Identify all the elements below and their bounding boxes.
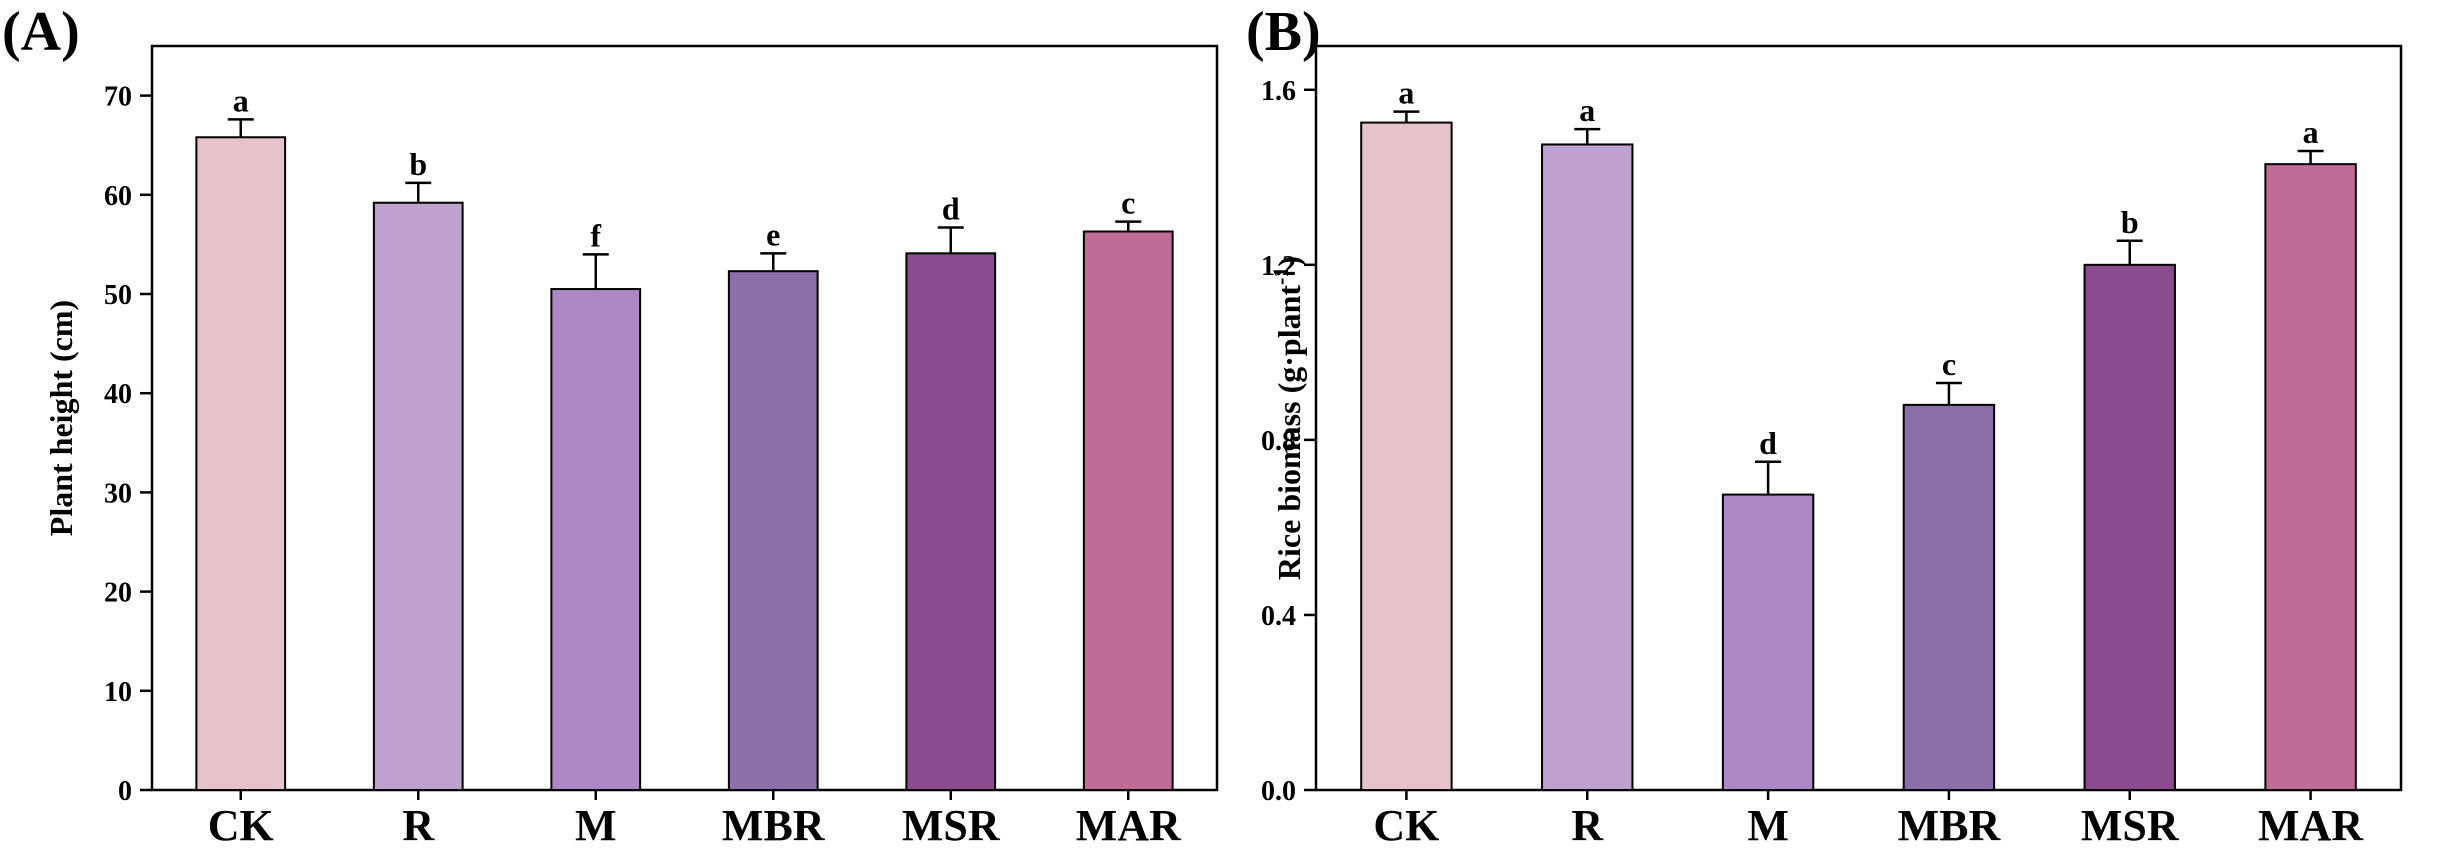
x-tick-label: M <box>1747 801 1789 850</box>
y-tick-label: 1.6 <box>1261 76 1296 107</box>
bar-ck <box>1360 121 1453 791</box>
bar-m <box>550 288 642 791</box>
y-tick-label: 10 <box>104 677 132 708</box>
y-tick-label: 0.0 <box>1261 776 1296 807</box>
panel-label: (A) <box>2 1 80 63</box>
bar-msr <box>905 252 997 791</box>
x-tick-label: MBR <box>722 801 826 850</box>
x-tick-label: R <box>402 801 435 850</box>
plot-frame <box>150 44 1219 792</box>
x-tick-label: MAR <box>1076 801 1182 850</box>
significance-label: e <box>766 216 780 252</box>
bar-m <box>1721 493 1815 791</box>
x-tick-label: MBR <box>1898 801 2002 850</box>
bar-mar <box>2264 163 2357 791</box>
panel-b: 0.0 0.4 0.8 1.2 1.6 a CK a Rd Mc MBR b MSR a MAR Rice b… <box>1246 1 2403 850</box>
significance-label: a <box>1398 75 1414 111</box>
significance-label: b <box>409 146 427 182</box>
significance-label: f <box>590 217 601 253</box>
x-tick-label: MSR <box>2081 801 2180 850</box>
significance-label: b <box>2121 204 2139 240</box>
x-tick-label: CK <box>1373 801 1439 850</box>
y-tick-label: 0 <box>118 776 132 807</box>
panel-label: (B) <box>1246 1 1321 63</box>
y-tick-label: 70 <box>104 82 132 113</box>
bar-mar <box>1082 230 1174 791</box>
bar-ck <box>195 136 287 792</box>
y-tick-label: 1.2 <box>1261 251 1296 282</box>
y-tick-label: 40 <box>104 379 132 410</box>
y-axis-label: Rice biomass (g·plant-1) <box>1268 256 1307 580</box>
y-tick-label: 20 <box>104 578 132 609</box>
significance-label: c <box>1121 185 1135 221</box>
bar-r <box>372 201 464 791</box>
significance-label: a <box>1579 92 1595 128</box>
plot-frame <box>1314 44 2403 792</box>
y-tick-label: 50 <box>104 280 132 311</box>
x-tick-label: MAR <box>2258 801 2364 850</box>
significance-label: d <box>942 191 960 227</box>
bar-r <box>1541 143 1634 791</box>
y-axis-label: Plant height (cm) <box>43 300 79 536</box>
y-tick-label: 0.4 <box>1261 601 1296 632</box>
bar-mbr <box>727 270 819 791</box>
significance-label: d <box>1759 425 1777 461</box>
y-tick-label: 30 <box>104 478 132 509</box>
significance-label: a <box>2303 114 2319 150</box>
significance-label: c <box>1942 346 1956 382</box>
x-tick-label: R <box>1571 801 1604 850</box>
x-tick-label: MSR <box>902 801 1001 850</box>
x-tick-label: M <box>575 801 617 850</box>
significance-label: a <box>233 82 249 118</box>
y-tick-label: 0.8 <box>1261 426 1296 457</box>
bar-mbr <box>1902 403 1996 791</box>
y-tick-label: 60 <box>104 181 132 212</box>
x-tick-label: CK <box>208 801 274 850</box>
panel-a: 0 10 20 30 40 50 60 70 a CK b Rf Me MBR d MSR c MAR Plant … <box>2 1 1219 850</box>
bar-msr <box>2083 263 2176 791</box>
